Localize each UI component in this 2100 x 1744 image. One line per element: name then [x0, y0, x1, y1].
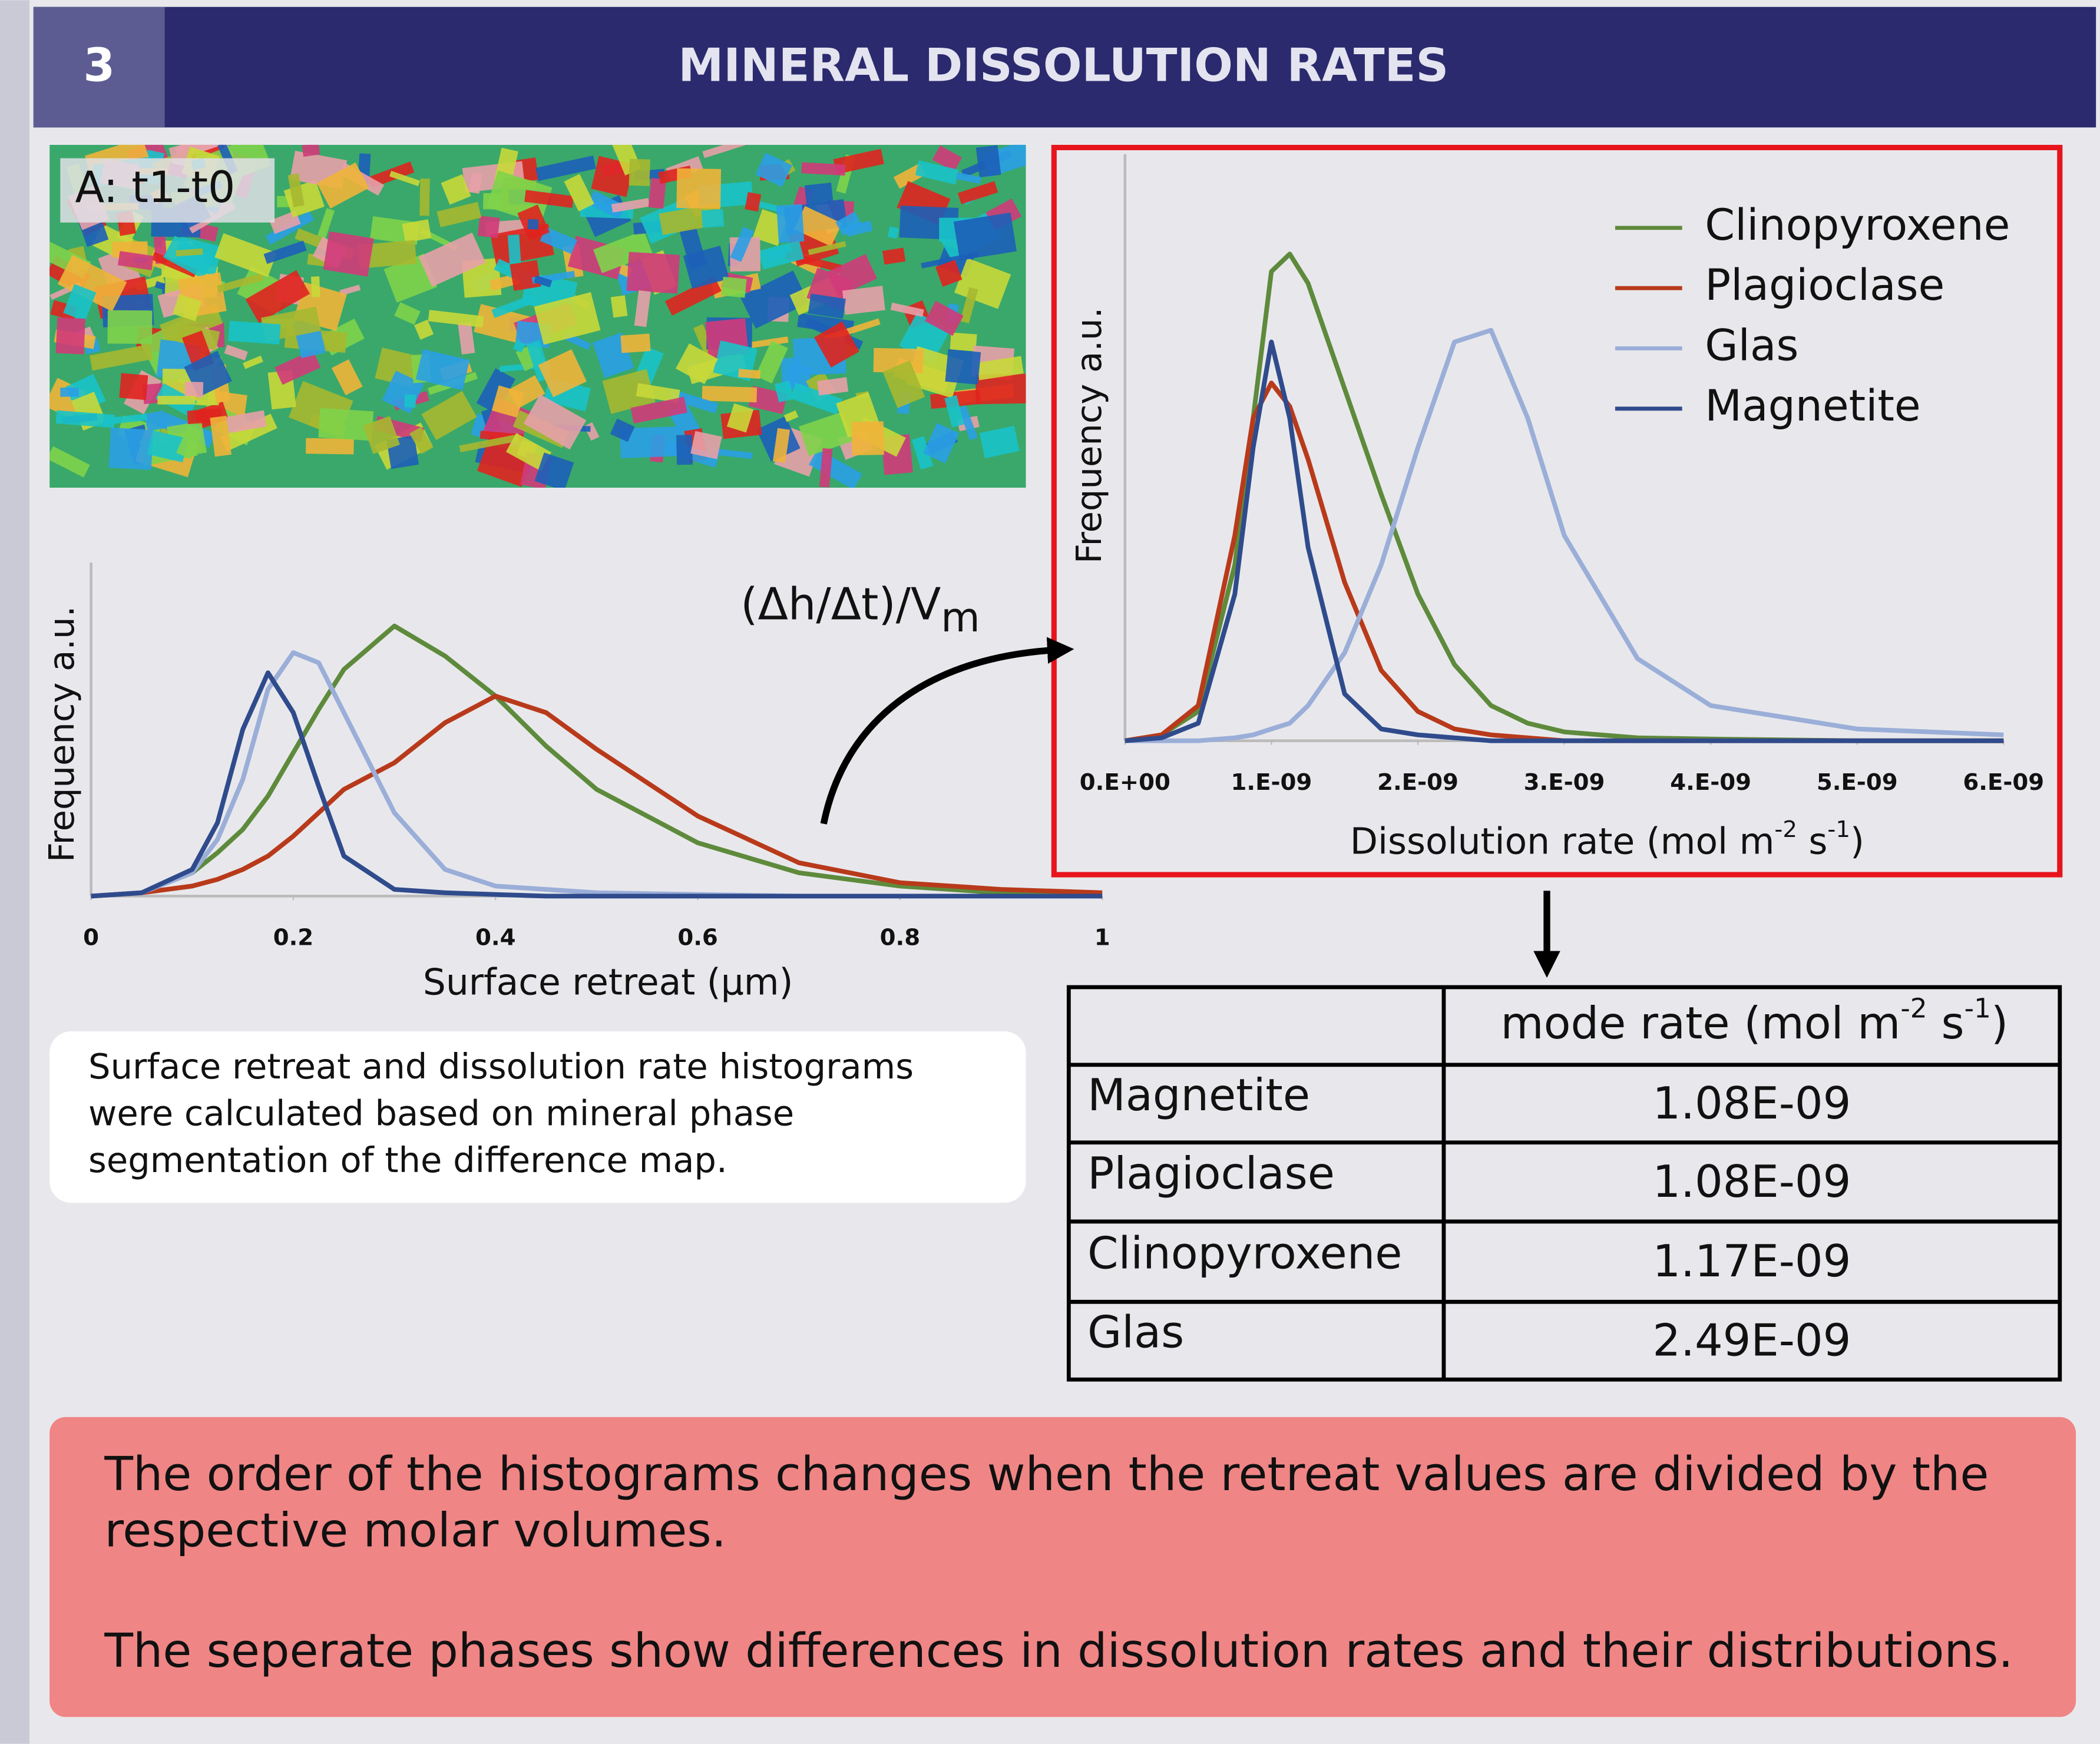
x-axis-label-part: Surface retreat (μm) [423, 962, 793, 1004]
map-patch [228, 321, 280, 345]
page: 3 MINERAL DISSOLUTION RATES A: t1-t0 (Δh… [0, 0, 2100, 1744]
y-axis-label: Frequency a.u. [1069, 307, 1109, 564]
table-header-sup: -2 [1900, 992, 1927, 1024]
map-patch [801, 162, 845, 176]
table-header-part: ) [1991, 997, 2008, 1048]
map-patch [776, 204, 804, 243]
map-patch [722, 277, 747, 298]
map-patch [311, 276, 320, 297]
conclusion-line: The seperate phases show differences in … [104, 1623, 2013, 1678]
arrow-label-main: (Δh/Δt)/V [740, 578, 941, 630]
image-label: A: t1-t0 [75, 163, 235, 213]
table-row-label: Clinopyroxene [1087, 1227, 1402, 1279]
x-tick-label: 0.E+00 [1080, 769, 1170, 796]
header-number: 3 [83, 39, 115, 92]
map-patch [302, 143, 320, 157]
x-axis-label-part: Dissolution rate (mol m [1350, 821, 1775, 863]
side-strip [0, 0, 29, 1743]
map-patch [510, 260, 541, 291]
conclusion-line: The order of the histograms changes when… [104, 1447, 1989, 1501]
map-patch [629, 159, 650, 186]
map-patch [976, 145, 1001, 177]
map-patch [950, 333, 977, 352]
map-patch [676, 168, 721, 209]
map-patch [56, 317, 85, 355]
legend-label: Glas [1705, 321, 1798, 371]
map-patch [611, 295, 628, 317]
map-patch [404, 395, 416, 408]
map-patch [851, 421, 884, 455]
x-tick-label: 5.E-09 [1817, 769, 1898, 796]
legend-label: Magnetite [1705, 381, 1920, 431]
x-tick-label: 4.E-09 [1670, 769, 1751, 796]
table-header-sup: -1 [1965, 992, 1991, 1024]
map-patch [620, 333, 650, 353]
table-header-part: mode rate (mol m [1501, 997, 1901, 1048]
map-patch [419, 178, 430, 216]
x-axis-label-part: ) [1850, 821, 1864, 863]
table-cell: 1.08E-09 [1652, 1077, 1851, 1129]
map-patch [945, 349, 981, 385]
map-patch [702, 209, 725, 228]
arrow-label-sub: m [941, 595, 980, 641]
map-patch [60, 388, 79, 397]
map-patch [508, 234, 521, 264]
x-tick-label: 0.6 [677, 925, 717, 951]
table-header: mode rate (mol m-2 s-1) [1501, 992, 2009, 1048]
x-tick-label: 0.8 [880, 925, 920, 951]
panel: 3 MINERAL DISSOLUTION RATES A: t1-t0 (Δh… [0, 0, 2100, 1744]
map-patch [627, 252, 680, 294]
table-cell: 2.49E-09 [1652, 1314, 1851, 1366]
x-tick-label: 1 [1094, 925, 1110, 951]
y-axis-label: Frequency a.u. [41, 606, 82, 862]
caption-line: were calculated based on mineral phase [88, 1093, 794, 1133]
map-patch [184, 382, 203, 398]
table-cell: 1.08E-09 [1652, 1156, 1851, 1207]
x-tick-label: 1.E-09 [1231, 769, 1312, 796]
caption-line: segmentation of the difference map. [88, 1140, 727, 1180]
table-row-label: Glas [1087, 1306, 1184, 1358]
table-header-part: s [1927, 997, 1965, 1048]
x-tick-label: 2.E-09 [1377, 769, 1459, 796]
x-axis-label-sup: -1 [1827, 816, 1850, 843]
table-row-label: Magnetite [1087, 1069, 1310, 1121]
map-patch [323, 231, 374, 277]
x-tick-label: 3.E-09 [1524, 769, 1605, 796]
x-tick-label: 6.E-09 [1963, 769, 2044, 796]
map-patch [702, 386, 758, 402]
map-patch [109, 428, 154, 470]
table-cell: 1.17E-09 [1652, 1235, 1851, 1287]
x-axis-label-part: s [1797, 821, 1828, 863]
map-patch [306, 438, 354, 455]
legend-label: Plagioclase [1705, 260, 1944, 310]
header-title: MINERAL DISSOLUTION RATES [678, 39, 1448, 92]
legend-label: Clinopyroxene [1705, 200, 2010, 250]
map-patch [528, 219, 539, 230]
map-patch [318, 408, 373, 441]
map-patch [842, 286, 885, 315]
map-patch [157, 396, 195, 405]
table-row-label: Plagioclase [1087, 1147, 1335, 1199]
map-patch [107, 310, 152, 344]
x-tick-label: 0.2 [273, 925, 313, 951]
map-patch [119, 373, 148, 400]
x-tick-label: 0 [83, 925, 99, 951]
map-patch [676, 435, 693, 465]
conclusion-line: respective molar volumes. [104, 1503, 726, 1558]
map-patch [478, 216, 500, 238]
x-axis-label-sup: -2 [1774, 816, 1797, 843]
x-tick-label: 0.4 [475, 925, 515, 951]
caption-line: Surface retreat and dissolution rate his… [88, 1046, 914, 1087]
x-axis-label: Surface retreat (μm) [423, 962, 793, 1004]
